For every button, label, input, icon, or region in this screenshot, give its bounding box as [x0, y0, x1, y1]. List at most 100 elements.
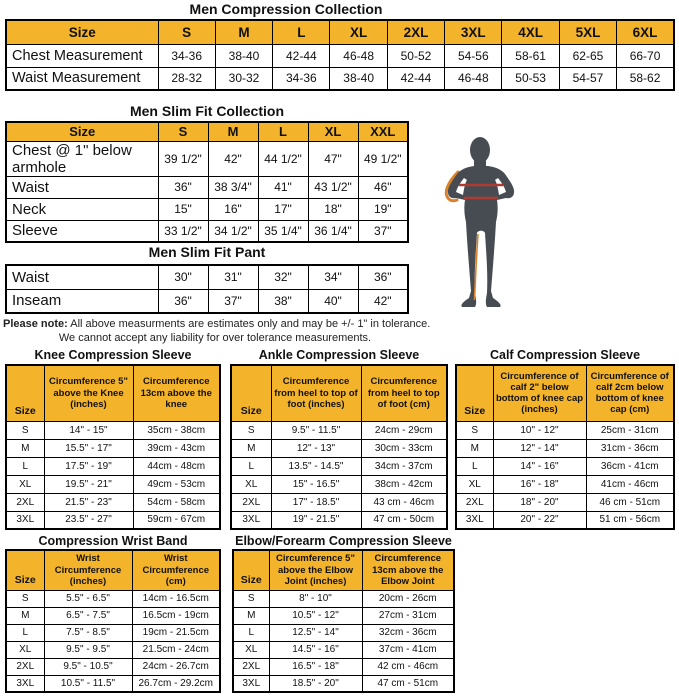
cell-value: 59cm - 67cm	[132, 510, 221, 530]
column-header: Size	[455, 364, 494, 422]
cell-value: 13.5" - 14.5"	[270, 456, 362, 476]
men-compression-collection-title: Men Compression Collection	[189, 1, 383, 17]
cell-value: 41"	[257, 175, 309, 199]
cell-value: 19cm - 21.5cm	[131, 623, 221, 642]
header-row: Size S M L XL 2XL 3XL 4XL 5XL 6XL	[5, 19, 675, 45]
cell-value: 34 1/2"	[207, 219, 259, 243]
column-header: L	[257, 121, 309, 142]
table-row: 2XL 18" - 20" 46 cm - 51cm	[455, 492, 675, 512]
cell-value: 21.5" - 23"	[43, 492, 134, 512]
row-label: Waist	[5, 175, 159, 199]
column-header: L	[272, 19, 331, 45]
header-row: Size S M L XL XXL	[5, 121, 409, 142]
cell-value: 50-52	[386, 43, 446, 68]
cell-value: M	[455, 438, 494, 458]
cell-value: 3XL	[5, 674, 45, 693]
cell-value: 19" - 21.5"	[270, 510, 362, 530]
cell-value: 36"	[157, 175, 209, 199]
cell-value: XL	[232, 640, 270, 659]
cell-value: 17.5" - 19"	[43, 456, 134, 476]
cell-value: 15" - 16.5"	[270, 474, 362, 494]
cell-value: 14cm - 16.5cm	[131, 589, 221, 608]
column-header: XL	[329, 19, 388, 45]
cell-value: S	[230, 420, 272, 440]
table-row: 3XL 20" - 22" 51 cm - 56cm	[455, 510, 675, 530]
column-header: XXL	[357, 121, 409, 142]
cell-value: 19.5" - 21"	[43, 474, 134, 494]
cell-value: 47 cm - 51cm	[361, 674, 455, 693]
table-row: L 13.5" - 14.5" 34cm - 37cm	[230, 456, 448, 476]
column-header: 2XL	[386, 19, 446, 45]
table-row: L 12.5" - 14" 32cm - 36cm	[232, 623, 455, 642]
column-header: Size	[230, 364, 272, 422]
wrist-band-title: Compression Wrist Band	[38, 534, 188, 548]
cell-value: 9.5" - 10.5"	[43, 657, 133, 676]
cell-value: 46 cm - 51cm	[585, 492, 675, 512]
cell-value: 43 1/2"	[307, 175, 359, 199]
cell-value: L	[230, 456, 272, 476]
cell-value: 62-65	[558, 43, 618, 68]
column-header: Circumference 5" above the Knee (inches)	[43, 364, 134, 422]
cell-value: 18.5" - 20"	[268, 674, 363, 693]
tolerance-note-line1: Please note: All above measurments are e…	[3, 318, 430, 332]
table-row: 3XL 18.5" - 20" 47 cm - 51cm	[232, 674, 455, 693]
calf-sleeve-table: Size Circumference of calf 2" below botto…	[455, 364, 675, 530]
cell-value: 3XL	[5, 510, 45, 530]
data-grid: Waist 30" 31" 32" 34" 36" Inseam 36" 37" 38" 40" 42…	[5, 264, 409, 314]
table-row: Waist Measurement 28-32 30-32 34-36 38-40 42-…	[5, 66, 675, 91]
cell-value: 2XL	[5, 492, 45, 512]
column-header: Wrist Circumference (inches)	[43, 549, 133, 591]
cell-value: 40"	[307, 288, 359, 314]
row-label: Chest Measurement	[5, 43, 159, 68]
cell-value: 7.5" - 8.5"	[43, 623, 133, 642]
cell-value: 42"	[357, 288, 409, 314]
tolerance-note: Please note: All above measurments are e…	[3, 318, 430, 345]
cell-value: 9.5" - 11.5"	[270, 420, 362, 440]
table-row: M 6.5" - 7.5" 16.5cm - 19cm	[5, 606, 221, 625]
cell-value: 10.5" - 11.5"	[43, 674, 133, 693]
header-row: Size Circumference of calf 2" below botto…	[455, 364, 675, 422]
column-header: Size	[5, 364, 45, 422]
cell-value: M	[5, 438, 45, 458]
cell-value: 36"	[157, 288, 209, 314]
cell-value: 38 3/4"	[207, 175, 259, 199]
cell-value: 58-62	[616, 66, 675, 91]
data-grid: Size S M L XL XXL Chest @ 1" below armhole 39 1…	[5, 121, 409, 243]
cell-value: M	[232, 606, 270, 625]
cell-value: 17"	[257, 197, 309, 221]
cell-value: M	[5, 606, 45, 625]
cell-value: 18" - 20"	[492, 492, 587, 512]
cell-value: XL	[5, 640, 45, 659]
cell-value: M	[230, 438, 272, 458]
row-label: Chest @ 1" below armhole	[5, 140, 159, 177]
cell-value: XL	[455, 474, 494, 494]
column-header: Circumference 13cm above the Elbow Joint	[361, 549, 455, 591]
table-row: 2XL 9.5" - 10.5" 24cm - 26.7cm	[5, 657, 221, 676]
ankle-sleeve-title: Ankle Compression Sleeve	[258, 348, 420, 362]
cell-value: 49cm - 53cm	[132, 474, 221, 494]
cell-value: 42-44	[386, 66, 446, 91]
table-row: XL 14.5" - 16" 37cm - 41cm	[232, 640, 455, 659]
cell-value: 54cm - 58cm	[132, 492, 221, 512]
cell-value: 37"	[357, 219, 409, 243]
column-header: 6XL	[616, 19, 675, 45]
column-header: XL	[307, 121, 359, 142]
header-row: Size Circumference 5" above the Knee (inc…	[5, 364, 221, 422]
table-row: XL 16" - 18" 41cm - 46cm	[455, 474, 675, 494]
cell-value: 58-61	[501, 43, 560, 68]
cell-value: 32"	[257, 264, 309, 290]
cell-value: S	[5, 589, 45, 608]
cell-value: L	[232, 623, 270, 642]
column-header: S	[157, 19, 216, 45]
cell-value: 6.5" - 7.5"	[43, 606, 133, 625]
table-row: Chest @ 1" below armhole 39 1/2" 42" 44 1/2…	[5, 140, 409, 177]
table-row: S 8" - 10" 20cm - 26cm	[232, 589, 455, 608]
cell-value: 35 1/4"	[257, 219, 309, 243]
table-row: Waist 30" 31" 32" 34" 36"	[5, 264, 409, 290]
column-header: Circumference of calf 2" below bottom of…	[492, 364, 587, 422]
table-row: S 5.5" - 6.5" 14cm - 16.5cm	[5, 589, 221, 608]
cell-value: 46-48	[444, 66, 503, 91]
cell-value: 39 1/2"	[157, 140, 209, 177]
table-row: M 12" - 13" 30cm - 33cm	[230, 438, 448, 458]
cell-value: 30cm - 33cm	[360, 438, 448, 458]
